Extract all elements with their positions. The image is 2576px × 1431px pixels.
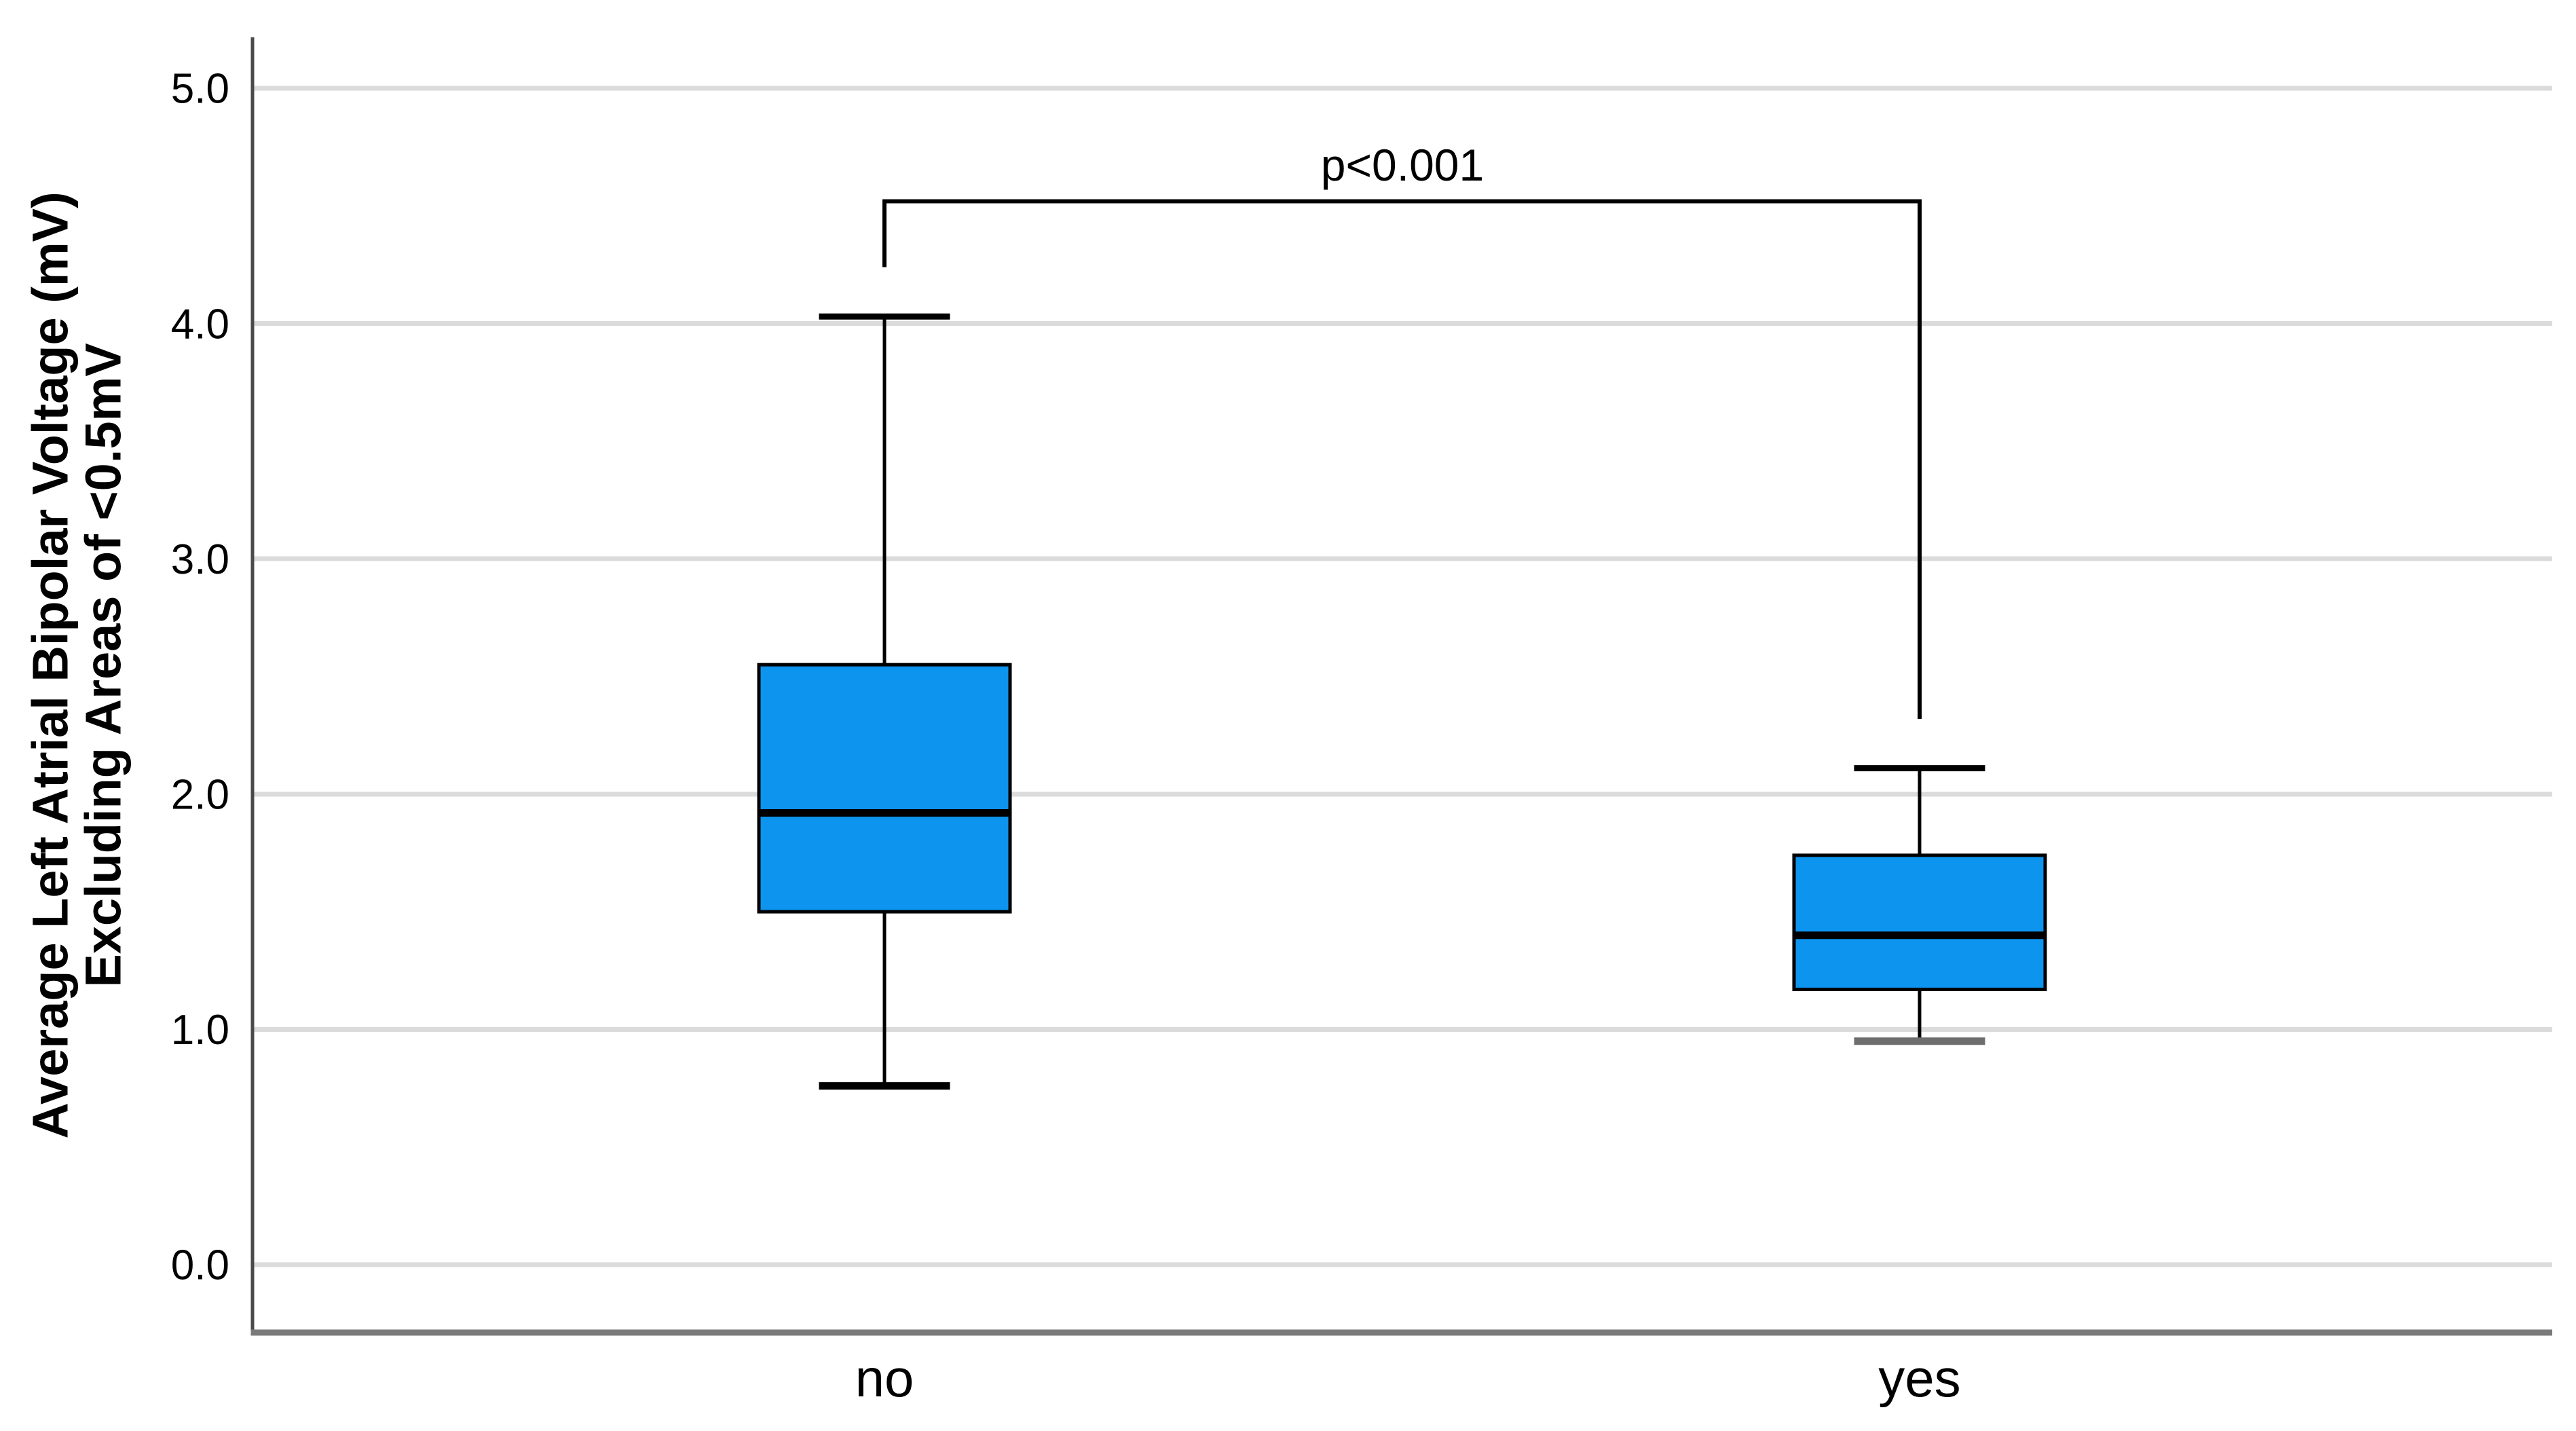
significance-bracket xyxy=(882,199,1922,719)
y-axis-title-line2: Excluding Areas of <0.5mV xyxy=(75,343,132,987)
p-value-label: p<0.001 xyxy=(1321,140,1484,190)
box-group-yes xyxy=(1792,765,2047,1045)
gridlines xyxy=(253,86,2552,1267)
y-tick-label-5.0: 5.0 xyxy=(171,66,229,113)
category-label-no: no xyxy=(855,1348,914,1408)
category-label-yes: yes xyxy=(1878,1348,1960,1408)
y-tick-label-2.0: 2.0 xyxy=(171,772,229,819)
y-tick-label-1.0: 1.0 xyxy=(171,1007,229,1054)
boxplot-boxes xyxy=(757,313,2047,1090)
y-tick-label-3.0: 3.0 xyxy=(171,536,229,583)
y-tick-labels: 0.0 1.0 2.0 3.0 4.0 5.0 xyxy=(171,66,229,1289)
y-axis-title-line1: Average Left Atrial Bipolar Voltage (mV) xyxy=(22,191,79,1138)
axes xyxy=(250,37,2552,1336)
y-tick-label-0.0: 0.0 xyxy=(171,1242,229,1289)
iqr-box-yes xyxy=(1792,853,2047,991)
x-category-labels: no yes xyxy=(855,1348,1961,1408)
box-group-no xyxy=(757,313,1012,1090)
y-tick-label-4.0: 4.0 xyxy=(171,301,229,348)
bracket-path xyxy=(882,199,1922,719)
iqr-box-no xyxy=(757,663,1012,914)
